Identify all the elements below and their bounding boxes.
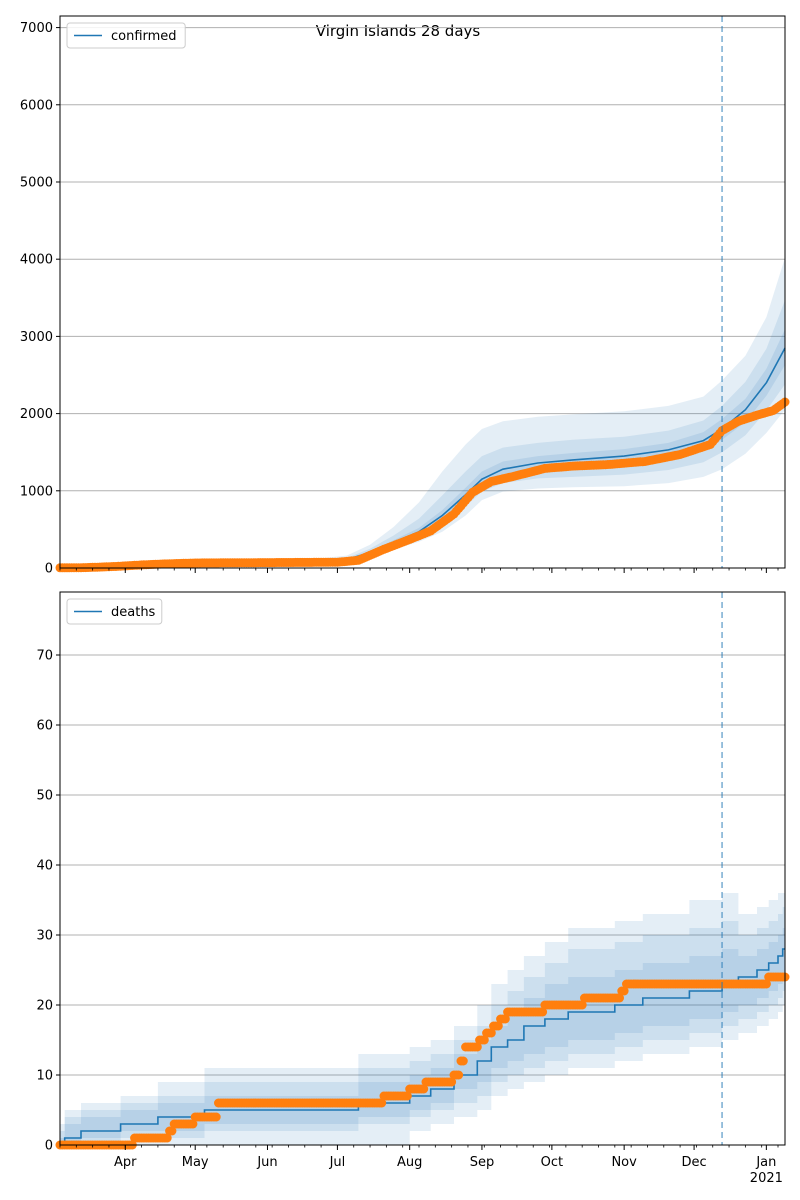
y-tick-label: 10	[36, 1069, 53, 1084]
y-tick-label: 0	[45, 1139, 53, 1154]
legend-box	[66, 598, 163, 625]
x-tick-label: Oct	[541, 1155, 563, 1170]
legend: deaths	[66, 598, 163, 625]
uncertainty-band	[60, 257, 785, 568]
observed-point	[472, 1042, 482, 1052]
y-tick-label: 7000	[20, 21, 53, 36]
y-tick-label: 40	[36, 859, 53, 874]
axes-frame	[59, 591, 786, 1146]
y-tick-label: 50	[36, 789, 53, 804]
x-tick-label: May	[182, 1155, 209, 1170]
observed-point	[167, 1126, 177, 1136]
figure-title: Virgin Islands 28 days	[316, 22, 481, 40]
x-tick-label: Sep	[470, 1155, 495, 1170]
axes-frame	[59, 15, 786, 569]
y-tick-label: 1000	[20, 484, 53, 499]
observed-point	[188, 1119, 198, 1129]
x-tick-label: Dec	[682, 1155, 707, 1170]
observed-series	[55, 397, 790, 573]
observed-point	[454, 1070, 464, 1080]
observed-point	[402, 1091, 412, 1101]
observed-point	[761, 979, 771, 989]
model-line	[60, 948, 785, 1146]
observed-point	[211, 1112, 221, 1122]
observed-point	[419, 1084, 429, 1094]
x-tick-label: Nov	[611, 1155, 637, 1170]
observed-point	[162, 1133, 172, 1143]
observed-point	[619, 986, 629, 996]
uncertainty-band	[60, 928, 785, 1145]
uncertainty-band	[60, 907, 785, 1145]
observed-series	[55, 972, 790, 1150]
y-tick-label: 30	[36, 929, 53, 944]
y-tick-label: 5000	[20, 175, 53, 190]
observed-point	[500, 1014, 510, 1024]
observed-point	[538, 1007, 548, 1017]
legend-label: confirmed	[111, 29, 177, 44]
observed-point	[458, 1056, 468, 1066]
y-tick-label: 20	[36, 999, 53, 1014]
x-tick-label: Aug	[397, 1155, 422, 1170]
y-tick-label: 60	[36, 719, 53, 734]
uncertainty-band	[60, 893, 785, 1145]
observed-point	[615, 993, 624, 1003]
x-tick-label: Jun	[256, 1155, 277, 1170]
y-tick-label: 2000	[20, 407, 53, 422]
y-tick-label: 70	[36, 649, 53, 664]
legend: confirmed	[66, 22, 186, 49]
observed-point	[493, 1021, 503, 1031]
legend-label: deaths	[111, 605, 156, 620]
confirmed-panel: 0 1000 2000 3000 4000 5000 6000 7000 confirmed	[20, 15, 790, 577]
observed-point	[377, 1098, 387, 1108]
x-tick-label: Jul	[329, 1155, 346, 1170]
observed-point	[486, 1028, 496, 1038]
y-tick-label: 4000	[20, 253, 53, 268]
observed-point	[577, 1000, 587, 1010]
y-tick-label: 6000	[20, 98, 53, 113]
x-tick-label: Jan	[755, 1155, 776, 1170]
observed-point	[447, 1077, 457, 1087]
y-tick-label: 0	[45, 562, 53, 577]
observed-point	[479, 1035, 489, 1045]
legend-box	[66, 22, 186, 49]
uncertainty-band	[60, 329, 785, 568]
y-tick-label: 3000	[20, 330, 53, 345]
x-year-label: 2021	[750, 1171, 783, 1186]
deaths-panel: 0 10 20 30 40 50 60 70 Apr May Jun Jul Aug Sep Oct Nov D…	[36, 591, 790, 1186]
x-tick-label: Apr	[114, 1155, 137, 1170]
